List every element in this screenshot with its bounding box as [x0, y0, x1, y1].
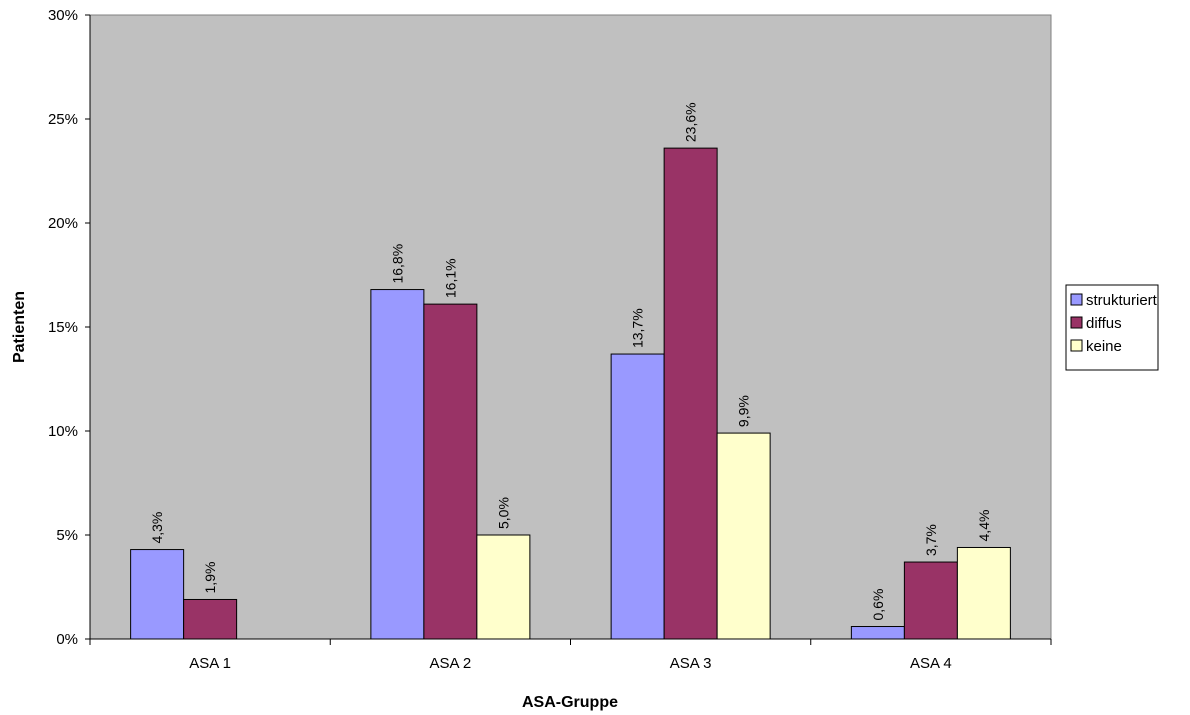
- y-axis-title: Patienten: [11, 291, 28, 363]
- x-tick-label: ASA 4: [910, 655, 952, 672]
- data-label: 16,1%: [442, 258, 458, 298]
- bar-keine-asa-2: [476, 534, 531, 640]
- data-label: 4,3%: [149, 512, 165, 544]
- bar-diffus-asa-2: [423, 303, 478, 640]
- data-label: 4,4%: [976, 510, 992, 542]
- bar-keine-asa-3: [716, 432, 771, 640]
- y-tick-label: 0%: [56, 631, 78, 648]
- y-tick-label: 25%: [48, 111, 78, 128]
- data-label: 5,0%: [495, 497, 511, 529]
- y-tick-label: 5%: [56, 527, 78, 544]
- data-label: 3,7%: [923, 524, 939, 556]
- bar-strukturiert-asa-3: [610, 353, 665, 640]
- legend-swatch-keine: [1070, 339, 1083, 352]
- data-label: 9,9%: [736, 395, 752, 427]
- data-label: 16,8%: [389, 244, 405, 284]
- data-label: 1,9%: [202, 562, 218, 594]
- bar-diffus-asa-4: [903, 561, 958, 640]
- legend-swatch-diffus: [1070, 316, 1083, 329]
- legend: strukturiert diffus keine: [1065, 284, 1159, 371]
- bar-strukturiert-asa-4: [850, 626, 905, 640]
- legend-swatch-strukturiert: [1070, 293, 1083, 306]
- x-axis-title: ASA-Gruppe: [522, 694, 618, 711]
- bar-diffus-asa-1: [183, 598, 238, 640]
- x-tick-label: ASA 3: [670, 655, 712, 672]
- y-tick-label: 10%: [48, 423, 78, 440]
- y-tick-label: 30%: [48, 7, 78, 24]
- data-label: 0,6%: [870, 589, 886, 621]
- bar-diffus-asa-3: [663, 147, 718, 640]
- legend-label-strukturiert: strukturiert: [1086, 292, 1158, 309]
- x-tick-label: ASA 2: [430, 655, 472, 672]
- y-tick-label: 15%: [48, 319, 78, 336]
- bar-strukturiert-asa-1: [130, 549, 185, 640]
- bar-strukturiert-asa-2: [370, 289, 425, 640]
- data-label: 23,6%: [683, 102, 699, 142]
- legend-label-diffus: diffus: [1086, 315, 1122, 332]
- data-label: 13,7%: [630, 308, 646, 348]
- legend-label-keine: keine: [1086, 338, 1122, 355]
- bar-keine-asa-4: [956, 546, 1011, 640]
- plot-area: [89, 14, 1052, 640]
- y-tick-label: 20%: [48, 215, 78, 232]
- x-tick-label: ASA 1: [189, 655, 231, 672]
